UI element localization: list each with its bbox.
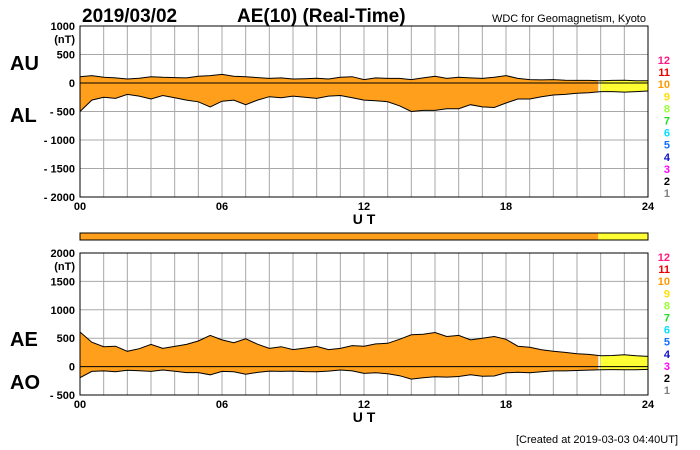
- y-tick-label: 0: [69, 78, 75, 90]
- station-count-label: 2: [664, 176, 670, 188]
- station-count-label: 4: [664, 152, 671, 164]
- x-tick-label: 00: [74, 201, 86, 213]
- station-count-label: 8: [664, 300, 670, 312]
- lower-series-label: AO: [10, 372, 40, 394]
- x-tick-label: 18: [500, 399, 512, 411]
- station-count-label: 9: [664, 288, 670, 300]
- station-coverage-bar: [79, 232, 649, 241]
- y-tick-label: 500: [57, 333, 75, 345]
- x-tick-label: 12: [358, 201, 370, 213]
- station-count-label: 5: [664, 140, 670, 152]
- station-count-label: 8: [664, 103, 670, 115]
- station-count-label: 7: [664, 116, 670, 128]
- series-line-ae: [79, 331, 649, 357]
- series-line-ao: [79, 368, 649, 380]
- station-count-label: 1: [664, 385, 670, 397]
- station-count-label: 10: [658, 276, 670, 288]
- station-count-label: 6: [664, 128, 670, 140]
- unit-label: (nT): [54, 261, 75, 273]
- y-tick-label: - 1500: [44, 164, 75, 176]
- y-tick-label: 500: [57, 50, 75, 62]
- index-band-fill: [80, 74, 599, 112]
- index-band-fill: [80, 331, 599, 380]
- station-count-label: 11: [658, 67, 670, 79]
- y-tick-label: - 500: [50, 390, 75, 402]
- station-count-label: 11: [658, 264, 670, 276]
- station-count-label: 9: [664, 91, 670, 103]
- x-tick-label: 06: [216, 399, 228, 411]
- lower-series-label: AL: [10, 105, 37, 127]
- series-line-au: [79, 73, 648, 82]
- coverage-segment: [80, 233, 599, 240]
- x-tick-label: 24: [642, 201, 655, 213]
- series-line-al: [79, 90, 649, 113]
- y-tick-label: - 500: [50, 107, 75, 119]
- plot-frame: [79, 252, 649, 396]
- y-tick-label: 1500: [51, 276, 75, 288]
- unit-label: (nT): [54, 34, 75, 46]
- index-band-fill-low-coverage: [600, 80, 648, 93]
- station-count-label: 5: [664, 337, 670, 349]
- created-timestamp: [Created at 2019-03-03 04:40UT]: [516, 434, 678, 446]
- x-tick-label: 18: [500, 201, 512, 213]
- y-tick-label: - 1000: [44, 135, 75, 147]
- coverage-segment-low: [598, 233, 648, 240]
- date-title: 2019/03/02: [82, 6, 177, 27]
- chart-title: AE(10) (Real-Time): [237, 6, 406, 27]
- x-tick-label: 12: [358, 399, 370, 411]
- y-tick-label: - 2000: [44, 192, 75, 204]
- upper-series-label: AE: [10, 329, 38, 351]
- plot-frame: [79, 25, 649, 198]
- station-count-label: 6: [664, 325, 670, 337]
- station-count-label: 3: [664, 361, 670, 373]
- y-tick-label: 0: [69, 362, 75, 374]
- station-count-label: 4: [664, 349, 671, 361]
- station-count-label: 12: [658, 55, 670, 67]
- x-tick-label: 24: [642, 399, 655, 411]
- index-band-fill-low-coverage: [600, 354, 648, 370]
- source-label: WDC for Geomagnetism, Kyoto: [492, 13, 646, 25]
- x-axis-label: U T: [353, 211, 376, 227]
- upper-series-label: AU: [10, 53, 39, 75]
- station-count-label: 3: [664, 164, 670, 176]
- x-tick-label: 00: [74, 399, 86, 411]
- y-tick-label: 1000: [51, 305, 75, 317]
- station-count-label: 7: [664, 313, 670, 325]
- y-tick-label: 1000: [51, 21, 75, 33]
- station-count-label: 12: [658, 252, 670, 264]
- y-tick-label: 2000: [51, 248, 75, 260]
- station-count-label: 1: [664, 188, 670, 200]
- ae-ao-panel: 2000 1500 1000 500 0 - 500 (nT) 00 06 12 18 24 U T AE…: [10, 248, 655, 425]
- station-count-label: 2: [664, 373, 670, 385]
- coverage-bar-frame: [79, 232, 649, 241]
- x-axis-label: U T: [353, 409, 376, 425]
- station-count-label: 10: [658, 79, 670, 91]
- au-al-panel: 1000 500 0 - 500 - 1000 - 1500 - 2000 (nT) 00 06 1…: [10, 21, 655, 227]
- x-tick-label: 06: [216, 201, 228, 213]
